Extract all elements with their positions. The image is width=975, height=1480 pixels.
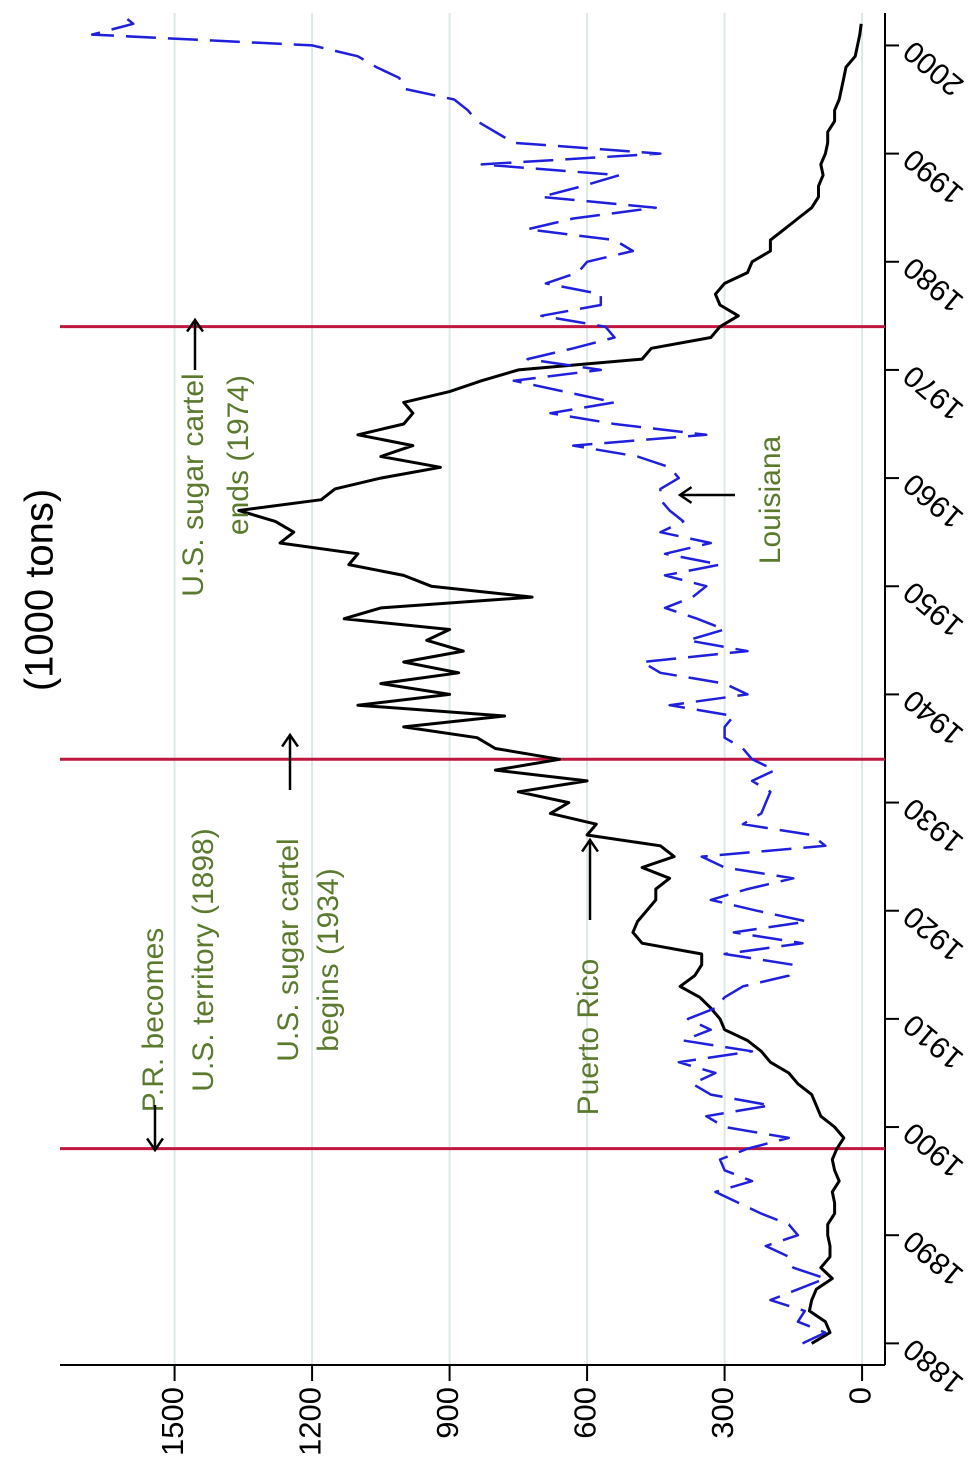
- x-tick-label: 1910: [897, 1007, 969, 1075]
- annotation: U.S. sugar cartel: [177, 373, 210, 596]
- annotation: U.S. sugar cartel: [272, 838, 305, 1061]
- x-tick-label: 1920: [897, 899, 969, 967]
- y-tick-label: 600: [567, 1387, 602, 1439]
- y-tick-label: 1500: [155, 1387, 190, 1456]
- x-tick-label: 1940: [897, 683, 969, 751]
- x-tick-label: 1890: [897, 1224, 969, 1292]
- x-tick-label: 1980: [897, 250, 969, 318]
- x-tick-label: 1960: [897, 467, 969, 535]
- x-tick-label: 1880: [897, 1332, 969, 1400]
- annotation: ends (1974): [222, 375, 255, 535]
- x-tick-label: 2000: [897, 34, 969, 102]
- arrow-head: [281, 732, 299, 748]
- y-tick-label: 1200: [292, 1387, 327, 1456]
- x-tick-label: 1900: [897, 1116, 969, 1184]
- y-tick-label: 300: [705, 1387, 740, 1439]
- y-tick-label: 900: [430, 1387, 465, 1439]
- x-tick-label: 1970: [897, 358, 969, 426]
- series-line: [90, 12, 827, 1345]
- annotation: P.R. becomes: [137, 928, 170, 1113]
- x-tick-label: 1950: [897, 575, 969, 643]
- chart-title: (1000 tons): [18, 489, 62, 691]
- arrow-head: [146, 1137, 164, 1153]
- y-tick-label: 0: [842, 1387, 877, 1404]
- annotation: Puerto Rico: [572, 959, 605, 1116]
- arrow-head: [186, 317, 204, 333]
- arrow-head: [581, 837, 599, 853]
- annotation: begins (1934): [312, 868, 345, 1051]
- x-tick-label: 1930: [897, 791, 969, 859]
- x-tick-label: 1990: [897, 142, 969, 210]
- annotation: Louisiana: [754, 435, 787, 564]
- rotated-plot: (1000 tons) 0 300 600 900 1200 1500 1880 1890 19…: [18, 12, 970, 1456]
- arrow-head: [677, 486, 693, 504]
- annotation: U.S. territory (1898): [187, 828, 220, 1091]
- series-line: [237, 23, 863, 1345]
